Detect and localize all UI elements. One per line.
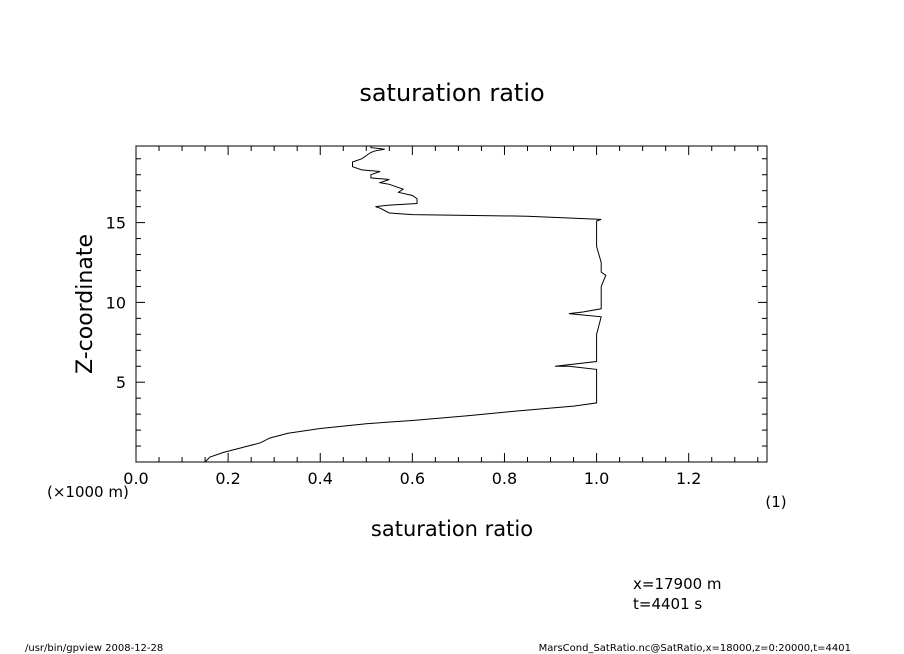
x-axis-label: saturation ratio [371,517,533,541]
plot-frame [135,145,768,463]
y-axis-unit: (×1000 m) [47,483,129,501]
y-tick-label: 5 [116,373,126,392]
x-tick-label: 0.4 [308,469,333,488]
chart-title: saturation ratio [359,79,544,107]
x-tick-label: 0.0 [123,469,148,488]
y-tick-labels: 5 10 15 [106,214,126,393]
y-tick-label: 15 [106,214,126,233]
y-axis-label: Z-coordinate [73,234,98,374]
x-tick-label: 1.0 [584,469,609,488]
x-axis-unit: (1) [765,493,786,511]
series-line [204,146,607,463]
x-axis-ticks [135,146,759,462]
footer-left: /usr/bin/gpview 2008-12-28 [25,643,163,654]
annotation-t: t=4401 s [633,595,702,613]
x-tick-label: 0.2 [215,469,240,488]
y-tick-label: 10 [106,293,126,312]
annotation-x: x=17900 m [633,575,722,593]
x-tick-label: 1.2 [676,469,701,488]
x-tick-labels: 0.0 0.2 0.4 0.6 0.8 1.0 1.2 [123,469,701,488]
x-tick-label: 0.8 [492,469,517,488]
y-axis-ticks [136,158,767,447]
x-tick-label: 0.6 [400,469,425,488]
footer-right: MarsCond_SatRatio.nc@SatRatio,x=18000,z=… [539,643,851,654]
